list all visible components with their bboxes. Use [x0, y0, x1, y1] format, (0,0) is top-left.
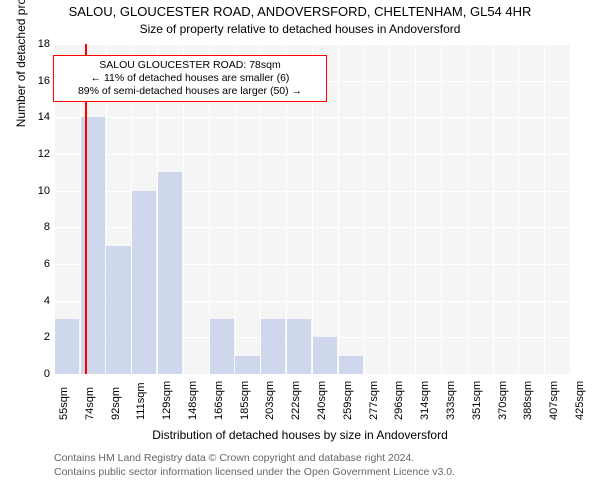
- histogram-bar: [261, 319, 285, 374]
- x-tick-label: 55sqm: [58, 387, 70, 420]
- annotation-line-3: 89% of semi-detached houses are larger (…: [60, 85, 320, 98]
- footer-line-2: Contains public sector information licen…: [54, 466, 455, 478]
- y-tick-label: 6: [20, 258, 50, 270]
- x-tick-label: 277sqm: [368, 381, 380, 420]
- x-tick-label: 92sqm: [110, 387, 122, 420]
- y-tick-label: 8: [20, 221, 50, 233]
- y-tick-label: 0: [20, 368, 50, 380]
- annotation-box: SALOU GLOUCESTER ROAD: 78sqm← 11% of det…: [53, 55, 327, 102]
- x-tick-label: 222sqm: [290, 381, 302, 420]
- histogram-bar: [132, 191, 156, 374]
- x-axis-label: Distribution of detached houses by size …: [0, 428, 600, 442]
- x-tick-label: 111sqm: [135, 382, 147, 420]
- histogram-bar: [287, 319, 311, 374]
- x-tick-label: 74sqm: [84, 387, 96, 420]
- x-tick-label: 425sqm: [574, 381, 586, 420]
- x-tick-label: 296sqm: [393, 381, 405, 420]
- x-tick-label: 203sqm: [264, 381, 276, 420]
- x-tick-label: 333sqm: [445, 381, 457, 420]
- y-tick-label: 14: [20, 111, 50, 123]
- y-tick-label: 10: [20, 185, 50, 197]
- histogram-bar: [210, 319, 234, 374]
- histogram-bar: [313, 337, 337, 374]
- x-tick-label: 351sqm: [471, 381, 483, 420]
- histogram-chart: SALOU, GLOUCESTER ROAD, ANDOVERSFORD, CH…: [0, 0, 600, 500]
- annotation-line-1: SALOU GLOUCESTER ROAD: 78sqm: [60, 59, 320, 72]
- y-axis-label: Number of detached properties: [14, 0, 28, 127]
- x-tick-label: 370sqm: [497, 381, 509, 420]
- y-tick-label: 2: [20, 331, 50, 343]
- y-tick-label: 18: [20, 38, 50, 50]
- histogram-bar: [235, 356, 259, 374]
- x-tick-label: 240sqm: [316, 381, 328, 420]
- footer-line-1: Contains HM Land Registry data © Crown c…: [54, 452, 414, 464]
- chart-title-sub: Size of property relative to detached ho…: [0, 22, 600, 36]
- histogram-bar: [106, 246, 130, 374]
- y-tick-label: 12: [20, 148, 50, 160]
- histogram-bar: [55, 319, 79, 374]
- x-tick-label: 314sqm: [419, 381, 431, 420]
- y-tick-label: 16: [20, 75, 50, 87]
- histogram-bar: [81, 117, 105, 374]
- annotation-line-2: ← 11% of detached houses are smaller (6): [60, 72, 320, 85]
- x-tick-label: 148sqm: [187, 381, 199, 420]
- histogram-bar: [339, 356, 363, 374]
- y-tick-label: 4: [20, 295, 50, 307]
- x-tick-label: 129sqm: [161, 381, 173, 420]
- x-tick-label: 185sqm: [239, 381, 251, 420]
- x-tick-label: 388sqm: [522, 381, 534, 420]
- x-tick-label: 166sqm: [213, 381, 225, 420]
- chart-title-main: SALOU, GLOUCESTER ROAD, ANDOVERSFORD, CH…: [0, 4, 600, 19]
- histogram-bar: [158, 172, 182, 374]
- x-tick-label: 407sqm: [548, 381, 560, 420]
- x-tick-label: 259sqm: [342, 381, 354, 420]
